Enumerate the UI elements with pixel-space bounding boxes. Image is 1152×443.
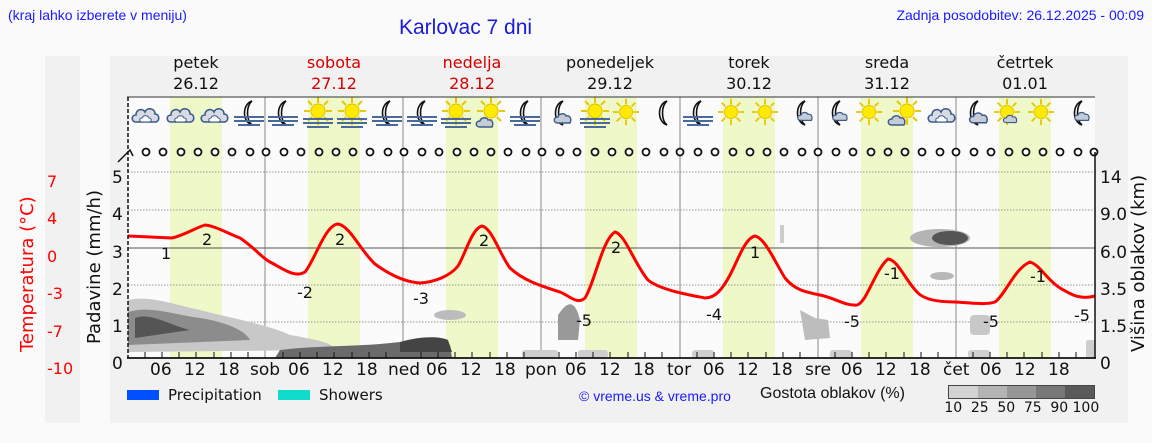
legend-showers: Showers	[278, 386, 383, 404]
x-ticks	[144, 352, 1077, 358]
x-axis-labels: 06 12 18 sob 06 12 18 ned 06 12 18 pon 0…	[150, 360, 1070, 380]
location-hint[interactable]: (kraj lahko izberete v meniju)	[8, 7, 187, 23]
svg-text:2: 2	[479, 231, 489, 250]
temperature-line	[127, 222, 1096, 307]
cloud-density-scale	[948, 385, 1095, 399]
page-title: Karlovac 7 dni	[399, 16, 533, 39]
temperature-labels: 1 2 -2 2 -3 2 -5 2 -4 1 -5 -1 -5 -1 -5	[161, 230, 1090, 331]
svg-text:-1: -1	[1030, 267, 1046, 286]
svg-text:-1: -1	[884, 264, 900, 283]
wind-indicators	[141, 147, 1099, 157]
day-header-2: nedelja 28.12	[442, 53, 502, 93]
svg-text:-5: -5	[983, 312, 999, 331]
svg-text:1: 1	[161, 244, 171, 263]
cloud-density-areas	[128, 225, 1095, 358]
day-header-5: sreda 31.12	[864, 53, 910, 93]
svg-text:2: 2	[202, 230, 212, 249]
svg-text:-4: -4	[706, 305, 722, 324]
svg-text:-2: -2	[297, 283, 313, 302]
precipitation-ticks: 5 4 3 2 1 0	[112, 168, 123, 375]
day-header-6: četrtek 01.01	[996, 53, 1054, 93]
last-update: Zadnja posodobitev: 26.12.2025 - 00:09	[896, 7, 1144, 23]
svg-text:-3: -3	[413, 289, 429, 308]
temperature-axis-panel	[45, 56, 80, 423]
day-header-0: petek 26.12	[173, 53, 219, 93]
showers-swatch	[278, 390, 310, 400]
svg-text:2: 2	[611, 238, 621, 257]
svg-text:-5: -5	[576, 311, 592, 330]
svg-text:-5: -5	[1074, 306, 1090, 325]
cloud-density-ticks: 10 25 50 75 90 100	[944, 400, 1100, 416]
legend-precipitation: Precipitation	[127, 386, 262, 404]
precipitation-swatch	[127, 390, 159, 400]
day-header-1: sobota 27.12	[306, 53, 362, 93]
day-header-4: torek 30.12	[726, 53, 772, 93]
cloud-height-ticks: 14 9.0 6.0 3.5 1.5 0	[1100, 168, 1128, 375]
cloud-density-label: Gostota oblakov (%)	[760, 385, 905, 402]
svg-text:-5: -5	[844, 312, 860, 331]
copyright-link[interactable]: © vreme.us & vreme.pro	[579, 388, 731, 404]
temperature-ticks: 7 4 0 -3 -7 -10	[47, 172, 74, 379]
svg-text:2: 2	[335, 230, 345, 249]
day-header-3: ponedeljek 29.12	[566, 53, 654, 93]
svg-text:1: 1	[750, 243, 760, 262]
